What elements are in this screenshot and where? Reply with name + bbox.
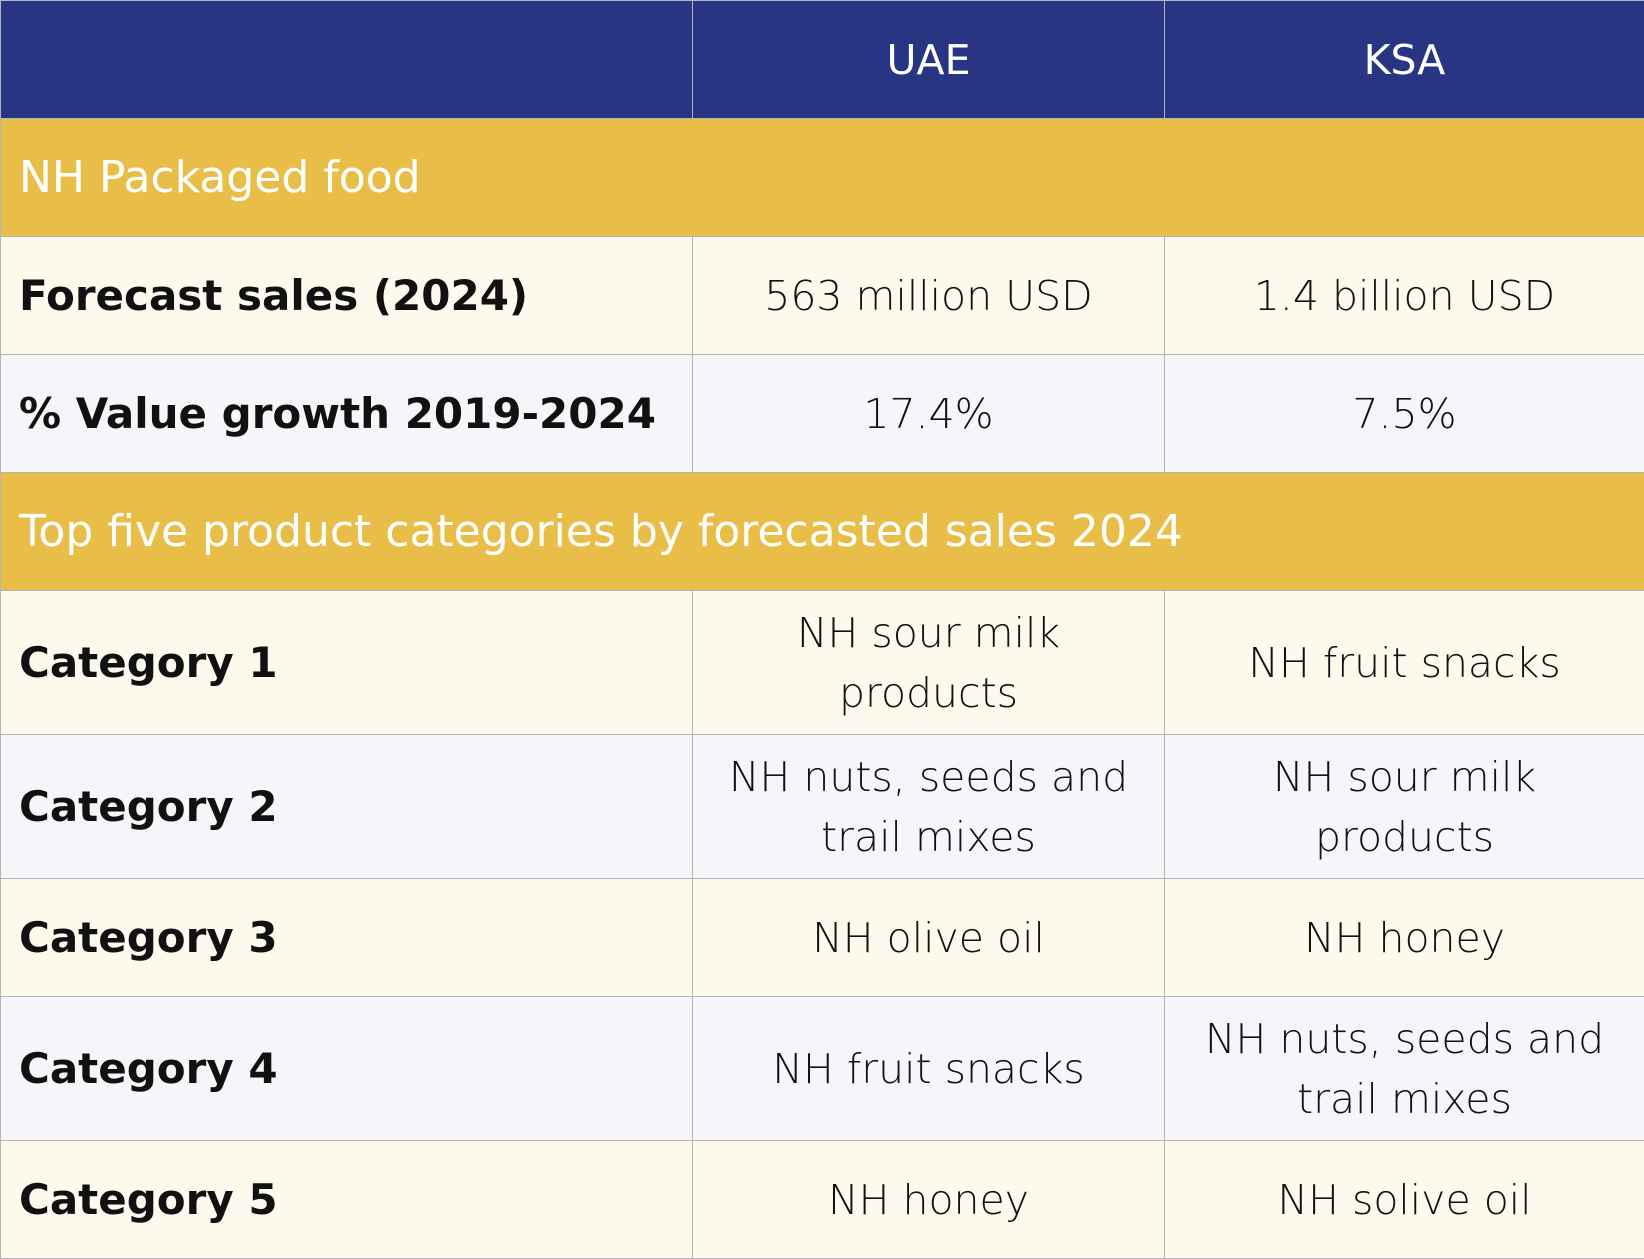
table-row: Category 2 NH nuts, seeds and trail mixe… [1, 735, 1644, 879]
ksa-value: NH nuts, seeds and trail mixes [1165, 997, 1644, 1141]
ksa-value: 7.5% [1165, 355, 1644, 473]
header-ksa: KSA [1165, 1, 1644, 119]
section-title: NH Packaged food [1, 119, 1644, 237]
row-label: Category 1 [1, 591, 693, 735]
uae-value: NH fruit snacks [693, 997, 1165, 1141]
uae-value: NH olive oil [693, 879, 1165, 997]
table-row: % Value growth 2019-2024 17.4% 7.5% [1, 355, 1644, 473]
ksa-value: NH solive oil [1165, 1141, 1644, 1259]
uae-value: NH honey [693, 1141, 1165, 1259]
uae-value: 563 million USD [693, 237, 1165, 355]
row-label: % Value growth 2019-2024 [1, 355, 693, 473]
section-title: Top five product categories by forecaste… [1, 473, 1644, 591]
header-blank [1, 1, 693, 119]
uae-value: 17.4% [693, 355, 1165, 473]
table-row: Category 5 NH honey NH solive oil [1, 1141, 1644, 1259]
uae-value: NH sour milk products [693, 591, 1165, 735]
row-label: Forecast sales (2024) [1, 237, 693, 355]
ksa-value: NH honey [1165, 879, 1644, 997]
section-row: Top five product categories by forecaste… [1, 473, 1644, 591]
row-label: Category 2 [1, 735, 693, 879]
header-uae: UAE [693, 1, 1165, 119]
ksa-value: NH fruit snacks [1165, 591, 1644, 735]
row-label: Category 5 [1, 1141, 693, 1259]
uae-value: NH nuts, seeds and trail mixes [693, 735, 1165, 879]
table-row: Category 1 NH sour milk products NH frui… [1, 591, 1644, 735]
table-row: Category 3 NH olive oil NH honey [1, 879, 1644, 997]
row-label: Category 3 [1, 879, 693, 997]
table-row: Forecast sales (2024) 563 million USD 1.… [1, 237, 1644, 355]
header-row: UAE KSA [1, 1, 1644, 119]
table-row: Category 4 NH fruit snacks NH nuts, seed… [1, 997, 1644, 1141]
ksa-value: 1.4 billion USD [1165, 237, 1644, 355]
ksa-value: NH sour milk products [1165, 735, 1644, 879]
section-row: NH Packaged food [1, 119, 1644, 237]
row-label: Category 4 [1, 997, 693, 1141]
